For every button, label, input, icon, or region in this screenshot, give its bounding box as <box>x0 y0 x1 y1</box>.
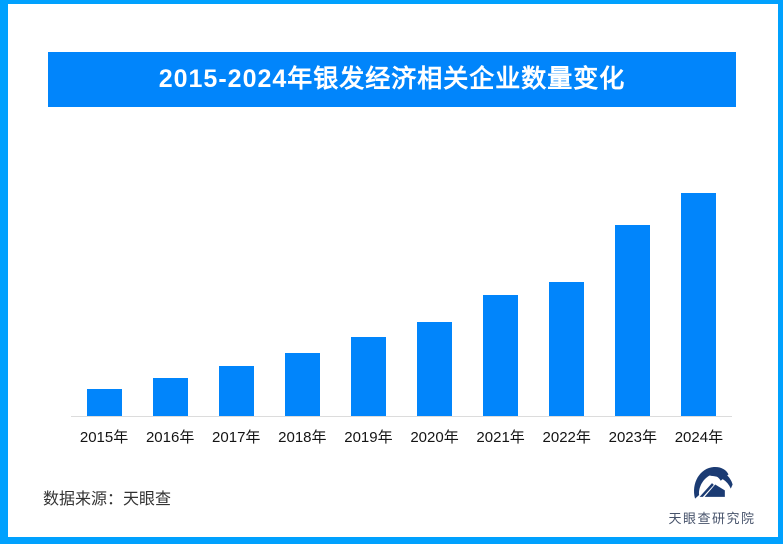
bar-chart: 2015年 2016年 2017年 2018年 2019年 2020年 2021年 2022年… <box>71 193 732 446</box>
data-source-note: 数据来源：天眼查 <box>43 491 172 508</box>
bar-slot: 2016年 <box>137 193 203 446</box>
x-axis-label: 2023年 <box>608 429 657 446</box>
bar-2022年 <box>549 282 585 416</box>
x-axis-label: 2015年 <box>79 429 129 446</box>
bar-2016年 <box>152 378 188 416</box>
bar-slot: 2019年 <box>335 193 401 446</box>
x-axis-label: 2021年 <box>476 429 525 446</box>
x-axis-label: 2018年 <box>278 429 327 446</box>
x-axis-label: 2024年 <box>674 429 724 446</box>
x-axis-label: 2022年 <box>542 429 591 446</box>
bar-2015年 <box>86 389 122 416</box>
bar-slot: 2023年 <box>600 193 666 446</box>
bar-2019年 <box>350 337 386 416</box>
brand-logo-text: 天眼查研究院 <box>668 511 756 526</box>
bar-2023年 <box>615 225 651 416</box>
bar-slot: 2020年 <box>401 193 467 446</box>
x-axis-label: 2016年 <box>145 429 195 446</box>
bar-2024年 <box>681 193 717 416</box>
tianyancha-eye-swoosh-icon <box>694 466 733 499</box>
bar-slot: 2024年 <box>666 193 732 446</box>
chart-title-banner: 2015-2024年银发经济相关企业数量变化 <box>48 52 736 107</box>
x-axis-label: 2020年 <box>410 429 459 446</box>
bar-slot: 2015年 <box>71 193 137 446</box>
bar-slot: 2021年 <box>468 193 534 446</box>
bar-2017年 <box>218 366 254 416</box>
bar-slot: 2018年 <box>269 193 335 446</box>
bar-slot: 2017年 <box>203 193 269 446</box>
bar-slot: 2022年 <box>534 193 600 446</box>
x-axis-label: 2017年 <box>212 429 261 446</box>
bar-2020年 <box>417 322 453 416</box>
bar-2018年 <box>284 353 320 416</box>
bar-2021年 <box>483 295 519 416</box>
x-axis-label: 2019年 <box>344 429 393 446</box>
brand-logo: 天眼查研究院 <box>656 462 768 527</box>
